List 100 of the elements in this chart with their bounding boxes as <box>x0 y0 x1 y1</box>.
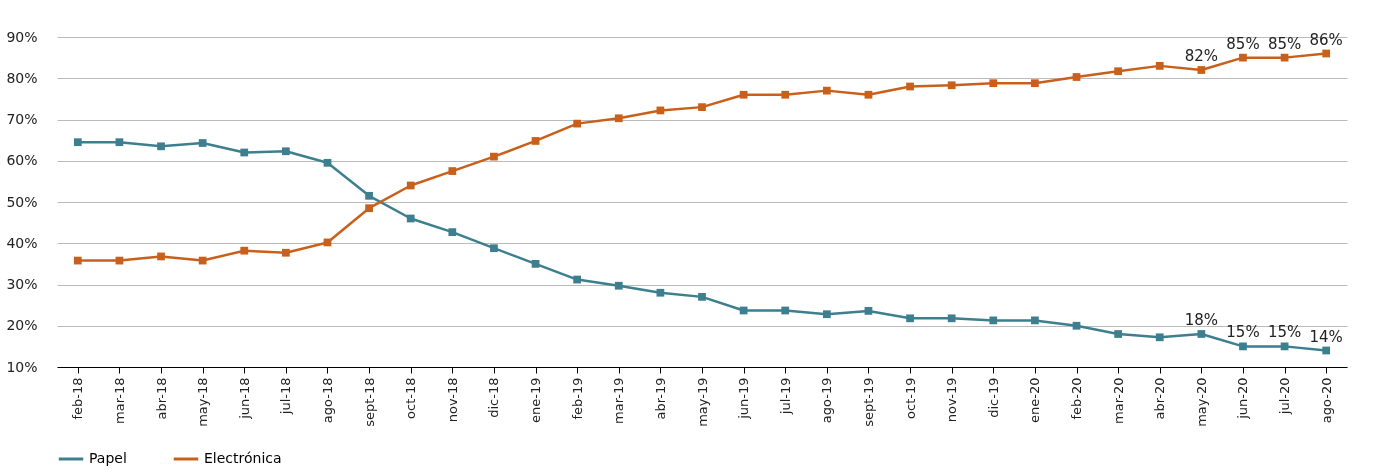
x-tick-label: may-19 <box>694 377 710 427</box>
y-tick-label: 60% <box>6 152 38 169</box>
x-tick-label: ago-18 <box>319 377 335 424</box>
point <box>406 214 415 223</box>
point <box>989 79 998 88</box>
x-tick-label: abr-20 <box>1152 377 1168 420</box>
x-tick-label: jul-18 <box>278 377 294 416</box>
x-tick-label: dic-19 <box>985 377 1001 418</box>
x-tick-label: jun-20 <box>1235 377 1251 420</box>
point <box>1239 342 1247 351</box>
data-label: 82% <box>1184 47 1219 65</box>
x-tick-label: oct-19 <box>902 377 918 419</box>
point <box>157 142 165 151</box>
point <box>1322 49 1331 58</box>
y-tick-label: 80% <box>6 69 38 86</box>
point <box>1031 79 1039 88</box>
point <box>1114 330 1122 338</box>
point <box>573 275 582 284</box>
point <box>947 314 956 323</box>
legend-label: Electrónica <box>204 450 282 466</box>
x-tick-label: jul-19 <box>777 377 793 416</box>
x-tick-label: ene-20 <box>1027 377 1043 423</box>
point <box>698 103 706 111</box>
point <box>614 281 623 290</box>
point <box>989 316 998 325</box>
point <box>1072 73 1081 81</box>
point <box>157 252 165 261</box>
point <box>282 147 290 156</box>
data-label: 18% <box>1184 311 1219 329</box>
x-tick-label: may-20 <box>1193 377 1209 427</box>
point <box>1155 333 1164 342</box>
x-tick-label: abr-18 <box>153 377 169 420</box>
point <box>781 306 790 315</box>
y-tick-label: 20% <box>6 317 38 334</box>
y-tick-label: 90% <box>6 28 38 45</box>
point <box>822 310 831 319</box>
x-tick-label: ene-19 <box>528 377 544 423</box>
point <box>947 81 956 90</box>
point <box>1197 66 1206 74</box>
x-tick-label: ago-20 <box>1318 377 1334 424</box>
x-tick-label: feb-20 <box>1069 377 1085 420</box>
x-tick-label: jul-20 <box>1277 377 1293 416</box>
x-tick-label: dic-18 <box>486 377 502 418</box>
data-label: 86% <box>1309 30 1343 49</box>
data-label: 15% <box>1267 323 1302 342</box>
point <box>490 244 498 253</box>
point <box>906 314 914 323</box>
data-label: 14% <box>1309 327 1343 346</box>
x-tick-label: mar-18 <box>111 377 127 424</box>
point <box>531 137 540 145</box>
point <box>73 256 82 265</box>
point <box>781 90 790 99</box>
point <box>73 138 82 147</box>
point <box>906 82 914 91</box>
x-tick-label: mar-19 <box>611 377 627 424</box>
y-tick-label: 30% <box>6 276 38 292</box>
point <box>864 90 873 99</box>
point <box>739 90 748 99</box>
point <box>406 181 415 190</box>
point <box>490 152 498 161</box>
x-tick-label: ago-19 <box>819 377 835 424</box>
point <box>822 86 831 95</box>
x-tick-label: jun-18 <box>236 377 252 420</box>
legend-label: Papel <box>89 450 127 466</box>
point <box>656 288 665 297</box>
x-tick-label: may-18 <box>195 377 211 427</box>
x-tick-label: oct-18 <box>403 377 419 419</box>
data-label: 15% <box>1226 323 1260 342</box>
point <box>1155 62 1164 70</box>
point <box>323 158 332 167</box>
point <box>198 139 207 147</box>
point <box>282 248 290 257</box>
point <box>115 138 124 147</box>
x-tick-label: abr-19 <box>652 377 668 420</box>
x-tick-label: sept-18 <box>361 377 377 427</box>
point <box>1072 321 1081 330</box>
point <box>240 148 249 157</box>
y-tick-label: 10% <box>6 358 38 375</box>
point <box>365 204 373 213</box>
point <box>240 246 249 255</box>
y-tick-label: 70% <box>6 111 38 127</box>
point <box>448 228 457 236</box>
x-tick-label: nov-19 <box>944 377 960 423</box>
point <box>1322 346 1331 355</box>
point <box>864 307 873 315</box>
point <box>198 256 207 265</box>
y-tick-label: 50% <box>6 193 38 210</box>
data-label: 85% <box>1226 34 1260 53</box>
point <box>1114 67 1122 76</box>
point <box>365 191 373 200</box>
point <box>1239 53 1247 62</box>
point <box>448 167 457 175</box>
x-tick-label: feb-19 <box>569 377 585 420</box>
x-tick-label: sept-19 <box>860 377 876 427</box>
x-tick-label: jun-19 <box>736 377 752 420</box>
data-label: 85% <box>1267 34 1302 53</box>
x-tick-label: mar-20 <box>1110 377 1126 424</box>
point <box>1031 316 1039 325</box>
point <box>573 119 582 128</box>
point <box>614 114 623 123</box>
